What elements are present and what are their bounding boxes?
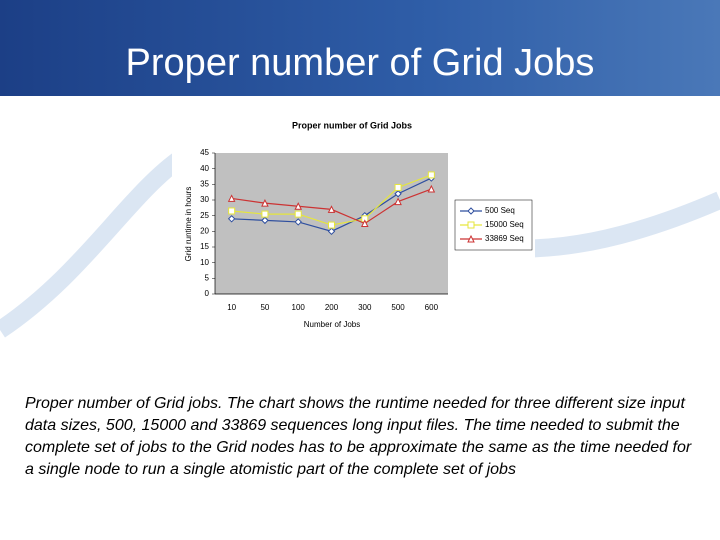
point bbox=[227, 215, 236, 223]
point bbox=[394, 183, 402, 191]
banner bbox=[0, 0, 720, 96]
chart-title: Proper number of Grid Jobs bbox=[292, 120, 412, 130]
x-tick-label: 500 bbox=[391, 303, 405, 312]
point bbox=[394, 197, 402, 206]
point bbox=[261, 216, 269, 225]
point bbox=[360, 219, 369, 227]
y-tick-label: 45 bbox=[200, 148, 209, 157]
point bbox=[294, 202, 303, 210]
slide-title: Proper number of Grid Jobs bbox=[125, 42, 595, 84]
x-tick-label: 10 bbox=[227, 303, 236, 312]
point bbox=[294, 218, 302, 226]
y-tick-label: 0 bbox=[205, 289, 210, 298]
legend-label: 500 Seq bbox=[485, 206, 515, 215]
x-tick-label: 200 bbox=[325, 303, 339, 312]
legend-label: 33869 Seq bbox=[485, 234, 524, 243]
point bbox=[427, 184, 436, 193]
y-tick-label: 25 bbox=[200, 211, 209, 220]
point bbox=[328, 221, 335, 229]
y-tick-label: 30 bbox=[200, 195, 209, 204]
y-tick-label: 20 bbox=[200, 226, 209, 235]
x-tick-label: 100 bbox=[292, 303, 306, 312]
x-axis-label: Number of Jobs bbox=[304, 320, 360, 329]
point bbox=[327, 227, 336, 236]
point bbox=[261, 199, 269, 207]
caption: Proper number of Grid jobs. The chart sh… bbox=[25, 395, 692, 478]
x-tick-label: 50 bbox=[260, 303, 269, 312]
point bbox=[227, 194, 236, 202]
y-axis-label: Grid runtime in hours bbox=[184, 187, 193, 262]
legend-marker bbox=[467, 207, 475, 215]
x-tick-label: 600 bbox=[425, 303, 439, 312]
y-tick-label: 5 bbox=[205, 273, 210, 282]
point bbox=[228, 207, 236, 215]
point bbox=[294, 210, 302, 218]
point bbox=[427, 171, 435, 179]
point bbox=[261, 210, 269, 218]
y-tick-label: 35 bbox=[200, 179, 209, 188]
legend-marker bbox=[467, 221, 475, 229]
point bbox=[394, 190, 402, 198]
legend-marker bbox=[467, 234, 475, 243]
legend-label: 15000 Seq bbox=[485, 220, 524, 229]
y-tick-label: 15 bbox=[200, 242, 209, 251]
chart: Proper number of Grid Jobs Number of Job… bbox=[0, 120, 720, 338]
x-tick-label: 300 bbox=[358, 303, 372, 312]
point bbox=[327, 205, 336, 213]
y-tick-label: 40 bbox=[200, 164, 209, 173]
y-tick-label: 10 bbox=[200, 258, 209, 267]
